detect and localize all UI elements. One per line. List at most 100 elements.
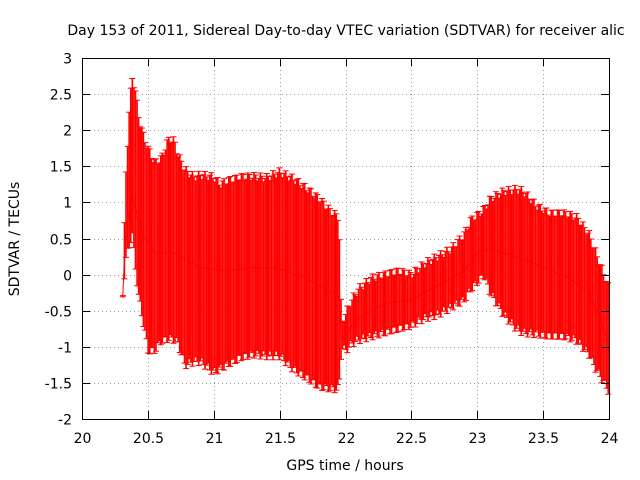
error-bar	[605, 282, 612, 395]
error-bar	[170, 136, 177, 344]
x-tick-label: 23.5	[528, 431, 559, 447]
error-bar	[358, 286, 365, 339]
error-bar	[532, 206, 539, 333]
error-bar	[295, 178, 302, 377]
error-bar	[475, 210, 482, 284]
error-bar	[488, 195, 495, 297]
x-tick-label: 20.5	[133, 431, 164, 447]
error-bar	[334, 219, 341, 386]
chart-title: Day 153 of 2011, Sidereal Day-to-day VTE…	[67, 23, 624, 39]
error-bar	[221, 178, 228, 371]
error-bar	[307, 188, 314, 385]
error-bar	[214, 177, 221, 375]
y-tick-label: 1	[63, 196, 72, 212]
error-bar	[258, 175, 265, 357]
x-tick-label: 20	[74, 431, 92, 447]
error-bar	[399, 268, 406, 332]
x-tick-label: 22	[338, 431, 356, 447]
error-bar	[377, 277, 384, 332]
y-tick-label: -2	[58, 413, 72, 429]
error-bar	[276, 167, 283, 361]
error-bar	[567, 210, 574, 343]
error-bar	[554, 209, 561, 340]
error-bar	[426, 260, 433, 318]
error-bar	[244, 172, 251, 360]
y-tick-label: 3	[63, 52, 72, 68]
error-bar	[314, 193, 321, 389]
error-bar	[524, 191, 531, 338]
error-bar	[587, 238, 594, 359]
error-bar	[233, 174, 240, 363]
error-bar	[257, 172, 264, 360]
y-tick-label: 0	[63, 269, 72, 285]
data-series	[119, 78, 612, 395]
y-tick-label: 2	[63, 124, 72, 140]
error-bar	[530, 198, 537, 339]
error-bar	[252, 174, 259, 357]
error-bar	[333, 213, 340, 391]
error-bar	[350, 292, 357, 348]
error-bar	[326, 208, 333, 391]
error-bar	[197, 174, 204, 362]
error-bar	[325, 204, 332, 393]
error-bar	[450, 242, 457, 311]
x-tick-label: 24	[601, 431, 619, 447]
error-bar	[263, 172, 270, 361]
error-bar	[203, 176, 210, 366]
y-tick-label: -1.5	[45, 377, 72, 393]
error-bar	[538, 210, 545, 333]
error-bar	[251, 172, 258, 359]
error-bar	[246, 174, 253, 358]
error-bar	[270, 170, 277, 361]
error-bar	[556, 210, 563, 340]
error-bar	[494, 193, 501, 307]
y-tick-label: -0.5	[45, 305, 72, 321]
error-bar	[238, 173, 245, 362]
y-tick-label: 2.5	[50, 88, 72, 104]
error-bar	[418, 261, 425, 325]
error-bar	[282, 170, 289, 367]
error-bar	[301, 182, 308, 381]
x-axis-title: GPS time / hours	[286, 458, 403, 474]
error-bar	[159, 152, 166, 344]
x-tick-label: 23	[469, 431, 487, 447]
error-bar	[320, 200, 327, 391]
error-bar	[284, 176, 291, 363]
error-bar	[537, 203, 544, 339]
error-bar	[371, 278, 378, 335]
error-bar	[189, 171, 196, 367]
error-bar	[388, 269, 395, 335]
error-bar	[183, 166, 190, 370]
y-axis-title: SDTVAR / TECUs	[7, 182, 23, 297]
error-bar	[227, 175, 234, 367]
x-tick-label: 21	[206, 431, 224, 447]
error-bar	[575, 217, 582, 344]
error-bar	[208, 172, 215, 375]
x-tick-label: 22.5	[396, 431, 427, 447]
error-bar	[518, 186, 525, 336]
error-bar	[331, 210, 338, 394]
y-tick-label: 0.5	[50, 233, 72, 249]
error-bar	[352, 294, 359, 342]
error-bar	[424, 257, 431, 322]
y-tick-label: 1.5	[50, 160, 72, 176]
error-bar	[560, 209, 567, 341]
error-bar	[195, 170, 202, 367]
error-bar	[586, 230, 593, 359]
error-bar	[369, 273, 376, 341]
error-bar	[363, 278, 370, 343]
error-bar	[456, 235, 463, 307]
error-bar	[364, 282, 371, 337]
error-bar	[481, 205, 488, 281]
error-bar	[153, 158, 160, 352]
error-bar	[216, 184, 223, 368]
x-tick-label: 21.5	[265, 431, 296, 447]
axis-ticks	[82, 58, 610, 420]
error-bar	[265, 175, 272, 357]
y-tick-label: -1	[58, 341, 72, 357]
error-bar	[319, 198, 326, 391]
center-line	[122, 195, 610, 344]
error-bar	[296, 185, 303, 372]
